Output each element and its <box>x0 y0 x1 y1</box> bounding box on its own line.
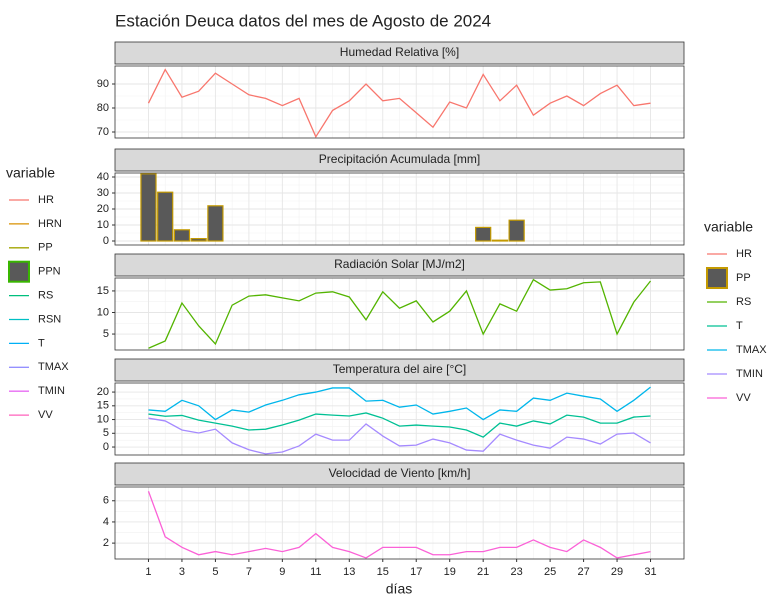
legend-title: variable <box>704 219 753 235</box>
legend-label: T <box>38 337 45 349</box>
x-axis-title: días <box>386 581 412 596</box>
y-tick-label: 10 <box>97 413 109 425</box>
strip <box>114 41 685 65</box>
x-tick-label: 5 <box>212 566 218 578</box>
strip <box>114 462 685 486</box>
strip <box>114 253 685 277</box>
legend-label: HRN <box>38 218 62 230</box>
line <box>147 68 651 139</box>
y-tick-label: 20 <box>97 386 109 398</box>
x-tick-label: 11 <box>310 566 321 578</box>
x-tick-label: 25 <box>544 566 556 578</box>
legend-label: T <box>736 320 743 332</box>
x-tick-label: 9 <box>279 566 285 578</box>
y-tick-label: 15 <box>97 285 109 297</box>
bar <box>157 191 174 242</box>
legend-label: PP <box>38 242 53 254</box>
panel-border <box>114 65 685 139</box>
y-tick-label: 2 <box>103 537 109 549</box>
line <box>148 412 651 438</box>
legend-label: PP <box>736 272 751 284</box>
legend-label: RS <box>736 296 751 308</box>
y-tick-label: 0 <box>103 441 109 453</box>
x-tick-label: 31 <box>644 566 656 578</box>
y-tick-label: 70 <box>97 126 109 138</box>
panel-title: Velocidad de Viento [km/h] <box>329 466 471 480</box>
y-tick-label: 15 <box>97 400 109 412</box>
line <box>148 386 651 421</box>
x-tick-label: 27 <box>577 566 589 578</box>
bar <box>491 239 509 242</box>
panel-title: Humedad Relativa [%] <box>340 45 459 59</box>
panel-border <box>114 277 685 351</box>
legend-label: RSN <box>38 313 61 325</box>
panel-title: Temperatura del aire [°C] <box>333 362 467 376</box>
panel-border <box>114 486 685 560</box>
line <box>148 278 652 349</box>
legend-label: VV <box>38 409 53 421</box>
chart-title: Estación Deuca datos del mes de Agosto d… <box>115 11 491 30</box>
panel-border <box>114 382 685 456</box>
y-tick-label: 10 <box>97 219 109 231</box>
bar <box>508 219 525 242</box>
legend-label: HR <box>736 248 752 260</box>
bar <box>173 229 191 242</box>
legend-label: VV <box>736 392 751 404</box>
y-tick-label: 4 <box>103 516 109 528</box>
strip <box>114 358 685 382</box>
y-tick-label: 30 <box>97 187 109 199</box>
legend-label: TMAX <box>38 361 69 373</box>
panel-border <box>114 172 685 246</box>
x-tick-label: 15 <box>377 566 389 578</box>
x-tick-label: 17 <box>410 566 422 578</box>
x-tick-label: 21 <box>477 566 489 578</box>
bar <box>475 226 492 242</box>
y-tick-label: 10 <box>97 306 109 318</box>
y-tick-label: 5 <box>103 427 109 439</box>
legend-key <box>706 267 728 289</box>
x-tick-label: 23 <box>511 566 523 578</box>
legend-label: TMIN <box>38 385 65 397</box>
x-tick-label: 1 <box>145 566 151 578</box>
bar <box>207 205 224 242</box>
y-tick-label: 0 <box>103 235 109 247</box>
y-tick-label: 20 <box>97 203 109 215</box>
bar <box>140 173 157 242</box>
line <box>148 417 651 455</box>
y-tick-label: 5 <box>103 328 109 340</box>
legend-title: variable <box>6 165 55 181</box>
legend-label: TMIN <box>736 368 763 380</box>
bar <box>190 238 207 242</box>
legend-label: HR <box>38 194 54 206</box>
x-tick-label: 7 <box>246 566 252 578</box>
panel-title: Radiación Solar [MJ/m2] <box>334 257 465 271</box>
x-tick-label: 29 <box>611 566 623 578</box>
panel-title: Precipitación Acumulada [mm] <box>319 152 480 166</box>
line <box>147 491 651 559</box>
y-tick-label: 40 <box>97 171 109 183</box>
x-tick-label: 13 <box>343 566 355 578</box>
strip <box>114 148 685 172</box>
x-tick-label: 3 <box>179 566 185 578</box>
legend-label: PPN <box>38 266 61 278</box>
legend-label: RS <box>38 290 53 302</box>
x-tick-label: 19 <box>444 566 456 578</box>
legend-label: TMAX <box>736 344 767 356</box>
legend-key <box>8 260 30 283</box>
y-tick-label: 90 <box>97 78 109 90</box>
y-tick-label: 6 <box>103 495 109 507</box>
y-tick-label: 80 <box>97 102 109 114</box>
